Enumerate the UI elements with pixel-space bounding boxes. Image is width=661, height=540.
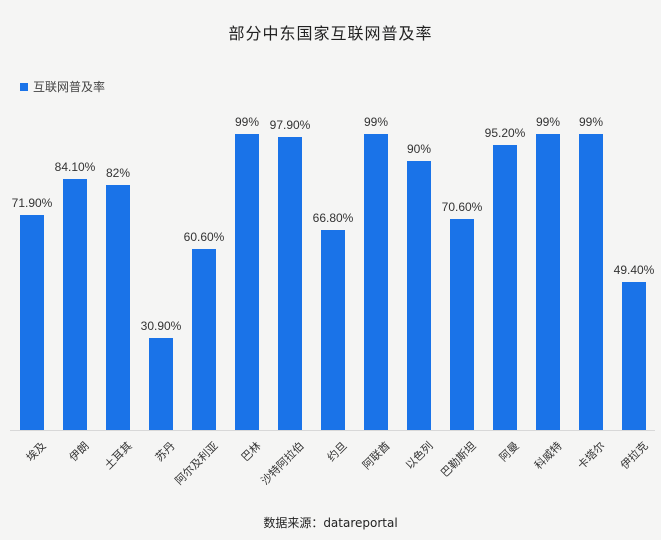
x-axis-tick-label: 苏丹 bbox=[152, 439, 178, 465]
bar bbox=[579, 133, 603, 430]
bar bbox=[106, 184, 130, 430]
bar bbox=[536, 133, 560, 430]
bar bbox=[450, 218, 474, 430]
legend: 互联网普及率 bbox=[20, 78, 105, 95]
bar-value-label: 60.60% bbox=[183, 229, 225, 244]
x-axis-tick-label: 伊朗 bbox=[66, 439, 92, 465]
bar bbox=[192, 248, 216, 430]
legend-swatch-icon bbox=[20, 82, 28, 91]
x-axis-tick-label: 伊拉克 bbox=[618, 439, 651, 472]
x-axis-tick-label: 约旦 bbox=[324, 439, 350, 465]
bar-value-label: 99% bbox=[234, 114, 260, 129]
bar-value-label: 84.10% bbox=[54, 159, 96, 174]
bar-value-label: 97.90% bbox=[269, 118, 311, 133]
bar-value-label: 49.40% bbox=[613, 263, 655, 278]
x-axis-tick-label: 阿联酋 bbox=[360, 439, 393, 472]
bar bbox=[63, 178, 87, 430]
bar bbox=[493, 145, 517, 430]
bar-value-label: 82% bbox=[105, 165, 131, 180]
bar-value-label: 71.90% bbox=[11, 196, 53, 211]
x-axis-tick-label: 巴勒斯坦 bbox=[438, 439, 479, 480]
bar bbox=[149, 337, 173, 430]
bar-value-label: 99% bbox=[363, 114, 389, 129]
bar-value-label: 30.90% bbox=[140, 318, 182, 333]
bar bbox=[622, 282, 646, 430]
bar bbox=[364, 133, 388, 430]
x-axis-tick-label: 沙特阿拉伯 bbox=[258, 439, 307, 488]
bar-value-label: 99% bbox=[578, 114, 604, 129]
x-axis-tick-label: 阿尔及利亚 bbox=[172, 439, 221, 488]
data-source: 数据来源：datareportal bbox=[263, 516, 398, 530]
x-axis-tick-label: 巴林 bbox=[238, 439, 264, 465]
bar-value-label: 90% bbox=[406, 141, 432, 156]
bar bbox=[321, 230, 345, 430]
bar-value-label: 99% bbox=[535, 114, 561, 129]
chart-title: 部分中东国家互联网普及率 bbox=[228, 24, 433, 43]
legend-label: 互联网普及率 bbox=[33, 80, 106, 94]
bar-value-label: 70.60% bbox=[441, 199, 483, 214]
bar bbox=[278, 137, 302, 430]
bar bbox=[20, 215, 44, 430]
x-axis-tick-label: 卡塔尔 bbox=[575, 439, 608, 472]
x-axis-tick-label: 埃及 bbox=[23, 439, 49, 465]
x-axis-tick-label: 科威特 bbox=[532, 439, 565, 472]
bar bbox=[235, 133, 259, 430]
bar-value-label: 95.20% bbox=[484, 126, 526, 141]
bar-value-label: 66.80% bbox=[312, 211, 354, 226]
x-axis-tick-label: 以色列 bbox=[403, 439, 436, 472]
x-axis-tick-label: 土耳其 bbox=[102, 439, 135, 472]
bar bbox=[407, 160, 431, 430]
x-axis-tick-label: 阿曼 bbox=[496, 439, 522, 465]
x-axis-line bbox=[10, 430, 655, 431]
